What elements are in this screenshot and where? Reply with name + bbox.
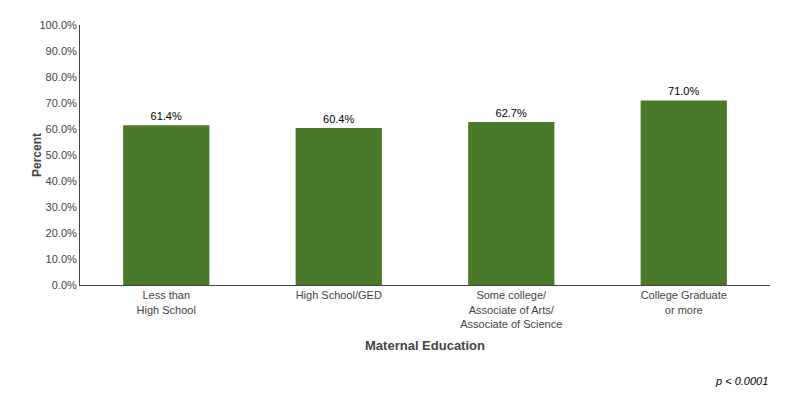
svg-text:Maternal Education: Maternal Education bbox=[365, 338, 485, 353]
svg-text:10.0%: 10.0% bbox=[46, 253, 77, 265]
svg-text:62.7%: 62.7% bbox=[496, 107, 527, 119]
svg-text:71.0%: 71.0% bbox=[668, 85, 699, 97]
svg-text:Percent: Percent bbox=[30, 133, 44, 177]
svg-text:Some college/Associate of Arts: Some college/Associate of Arts/Associate… bbox=[460, 289, 562, 330]
svg-text:High School/GED: High School/GED bbox=[296, 289, 382, 301]
svg-text:p < 0.0001: p < 0.0001 bbox=[715, 375, 768, 387]
svg-text:30.0%: 30.0% bbox=[46, 201, 77, 213]
svg-text:70.0%: 70.0% bbox=[46, 97, 77, 109]
svg-text:40.0%: 40.0% bbox=[46, 175, 77, 187]
svg-text:50.0%: 50.0% bbox=[46, 149, 77, 161]
svg-text:61.4%: 61.4% bbox=[151, 110, 182, 122]
svg-text:60.4%: 60.4% bbox=[323, 113, 354, 125]
svg-text:90.0%: 90.0% bbox=[46, 45, 77, 57]
svg-text:100.0%: 100.0% bbox=[39, 19, 77, 31]
svg-text:College Graduateor more: College Graduateor more bbox=[641, 289, 727, 315]
svg-text:20.0%: 20.0% bbox=[46, 227, 77, 239]
svg-text:0.0%: 0.0% bbox=[52, 279, 77, 291]
svg-text:60.0%: 60.0% bbox=[46, 123, 77, 135]
svg-text:Less thanHigh School: Less thanHigh School bbox=[137, 289, 196, 315]
svg-text:80.0%: 80.0% bbox=[46, 71, 77, 83]
